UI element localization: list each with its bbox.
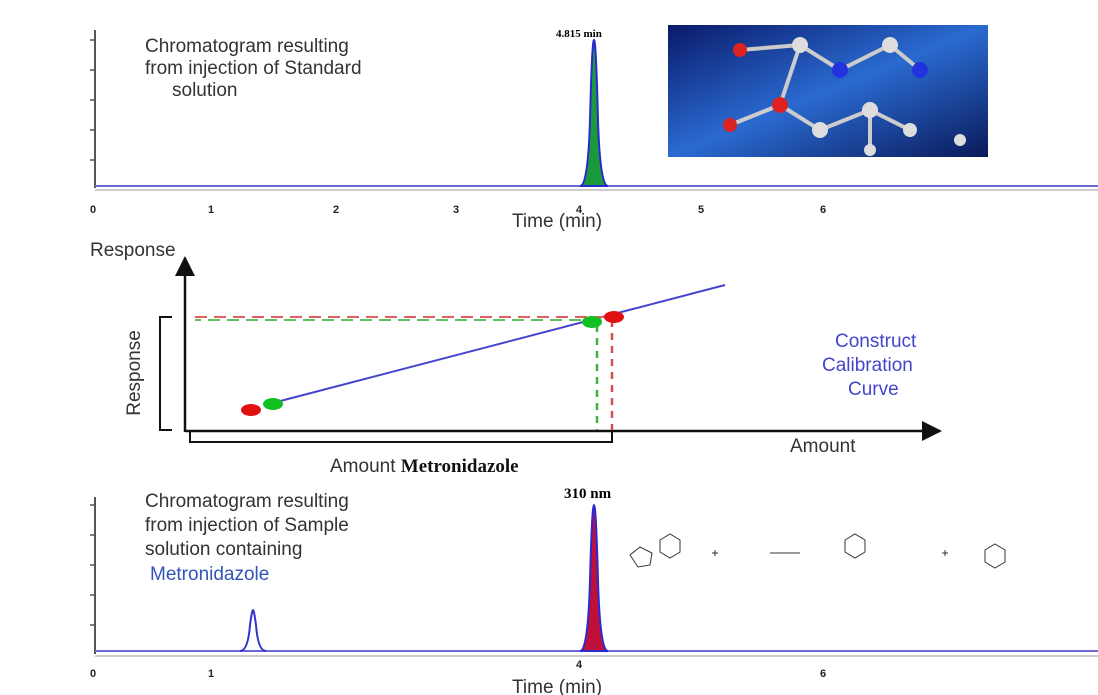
brace-label-bold: Metronidazole <box>401 456 519 477</box>
brace-label: Amount Metronidazole <box>330 456 519 477</box>
brace <box>160 317 172 430</box>
title-line: Chromatogram resulting <box>145 491 349 512</box>
peak-label: 4.815 min <box>556 28 602 40</box>
x-tick-label: 3 <box>453 204 459 216</box>
peak <box>580 505 608 651</box>
x-tick-label: 2 <box>333 204 339 216</box>
title-line: from injection of Standard <box>145 58 362 79</box>
molecule-image <box>668 25 988 157</box>
x-tick-label: 6 <box>820 204 826 216</box>
x-tick-label: 6 <box>820 668 826 680</box>
note-line: Construct <box>835 331 917 352</box>
brace <box>190 432 612 442</box>
x-tick-label: 0 <box>90 668 96 680</box>
x-tick-label: 1 <box>208 204 214 216</box>
title-line: solution <box>172 80 238 101</box>
calibration: Response Amount Response Amount Metronid… <box>90 240 940 477</box>
figure: Chromatogram resulting from injection of… <box>0 0 1098 695</box>
note-line: Calibration <box>822 355 913 376</box>
x-axis-label: Amount <box>790 436 856 457</box>
title-line: solution containing <box>145 539 302 560</box>
point <box>241 404 261 416</box>
peak <box>240 610 266 651</box>
x-tick-label: 5 <box>698 204 704 216</box>
top-chromatogram: Chromatogram resulting from injection of… <box>90 25 1098 232</box>
bottom-chromatogram: Chromatogram resulting from injection of… <box>90 486 1098 695</box>
x-axis-label: Time (min) <box>512 677 602 695</box>
point <box>263 398 283 410</box>
x-tick-label: 0 <box>90 204 96 216</box>
calibration-line <box>265 285 725 405</box>
title-line: from injection of Sample <box>145 515 349 536</box>
brace-label: Response <box>124 330 145 416</box>
note-line: Curve <box>848 379 899 400</box>
x-tick-label: 4 <box>576 659 583 671</box>
title-line: Chromatogram resulting <box>145 36 349 57</box>
x-axis-label: Time (min) <box>512 211 602 232</box>
x-tick-label: 1 <box>208 668 214 680</box>
reaction-scheme <box>630 534 1005 568</box>
y-axis-label: Response <box>90 240 176 261</box>
analyte: Metronidazole <box>150 564 269 585</box>
peak-label: 310 nm <box>564 486 612 502</box>
peak <box>580 40 608 186</box>
point <box>604 311 624 323</box>
brace-label-text: Amount <box>330 456 396 477</box>
point <box>582 316 602 328</box>
